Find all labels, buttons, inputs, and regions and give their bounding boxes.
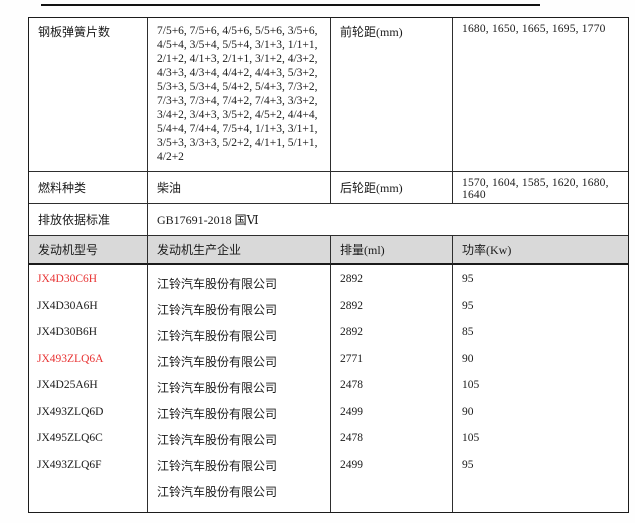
emission-standard-value: GB17691-2018 国Ⅵ bbox=[157, 213, 259, 227]
manufacturer-name: 江铃汽车股份有限公司 bbox=[157, 459, 278, 473]
engine-model: JX4D30B6H bbox=[37, 326, 98, 338]
fuel-type-label: 燃料种类 bbox=[38, 181, 87, 195]
emission-standard-label: 排放依据标准 bbox=[38, 213, 111, 227]
manufacturer-name: 江铃汽车股份有限公司 bbox=[157, 303, 278, 317]
emission-standard-value-cell: GB17691-2018 国Ⅵ bbox=[148, 204, 628, 236]
manufacturer-name: 江铃汽车股份有限公司 bbox=[157, 433, 278, 447]
front-track-value-cell: 1680, 1650, 1665, 1695, 1770 bbox=[453, 18, 628, 172]
engine-model-list: JX4D30C6H JX4D30A6H JX4D30B6H JX493ZLQ6A… bbox=[29, 265, 148, 512]
engine-displacement-header-cell: 排量(ml) bbox=[331, 236, 453, 265]
engine-power: 95 bbox=[462, 458, 474, 471]
engine-power: 95 bbox=[462, 273, 474, 285]
rear-track-label-cell: 后轮距(mm) bbox=[331, 172, 453, 204]
engine-power-header-cell: 功率(Kw) bbox=[453, 236, 628, 265]
engine-displacement: 2478 bbox=[340, 379, 363, 391]
engine-manufacturer-header-cell: 发动机生产企业 bbox=[148, 236, 331, 265]
manufacturer-name: 江铃汽车股份有限公司 bbox=[157, 277, 278, 291]
engine-model: JX493ZLQ6A bbox=[37, 352, 104, 365]
engine-model-header-cell: 发动机型号 bbox=[29, 236, 148, 265]
rear-track-value: 1570, 1604, 1585, 1620, 1680, 1640 bbox=[462, 177, 609, 201]
fuel-type-label-cell: 燃料种类 bbox=[29, 172, 148, 204]
fuel-type-value: 柴油 bbox=[157, 181, 182, 195]
manufacturer-name: 江铃汽车股份有限公司 bbox=[157, 329, 278, 343]
engine-power-list: 95 95 85 90 105 90 105 95 bbox=[453, 265, 628, 512]
rear-track-label: 后轮距(mm) bbox=[340, 181, 403, 195]
engine-model: JX493ZLQ6F bbox=[37, 458, 102, 471]
manufacturer-name: 江铃汽车股份有限公司 bbox=[157, 381, 278, 395]
engine-model-header: 发动机型号 bbox=[38, 243, 99, 257]
engine-model: JX4D30C6H bbox=[37, 273, 98, 285]
emission-standard-label-cell: 排放依据标准 bbox=[29, 204, 148, 236]
manufacturer-name: 江铃汽车股份有限公司 bbox=[157, 485, 278, 499]
engine-power: 85 bbox=[462, 326, 474, 338]
engine-displacement: 2478 bbox=[340, 432, 363, 444]
engine-power: 105 bbox=[462, 379, 480, 391]
vehicle-spec-table: 钢板弹簧片数 7/5+6, 7/5+6, 4/5+6, 5/5+6, 3/5+6… bbox=[28, 17, 629, 513]
engine-manufacturer-list: 江铃汽车股份有限公司 江铃汽车股份有限公司 江铃汽车股份有限公司 江铃汽车股份有… bbox=[148, 265, 331, 512]
engine-displacement: 2499 bbox=[340, 405, 363, 418]
engine-power: 95 bbox=[462, 299, 474, 312]
fuel-type-value-cell: 柴油 bbox=[148, 172, 331, 204]
manufacturer-name: 江铃汽车股份有限公司 bbox=[157, 407, 278, 421]
engine-model: JX4D25A6H bbox=[37, 379, 98, 391]
rear-track-value-cell: 1570, 1604, 1585, 1620, 1680, 1640 bbox=[453, 172, 628, 204]
page-header-rule bbox=[41, 4, 540, 6]
engine-displacement-header: 排量(ml) bbox=[340, 243, 385, 257]
leaf-spring-label-cell: 钢板弹簧片数 bbox=[29, 18, 148, 172]
front-track-value: 1680, 1650, 1665, 1695, 1770 bbox=[462, 23, 606, 35]
engine-power: 90 bbox=[462, 405, 474, 418]
manufacturer-name: 江铃汽车股份有限公司 bbox=[157, 355, 278, 369]
engine-model: JX495ZLQ6C bbox=[37, 432, 103, 444]
leaf-spring-count-label: 钢板弹簧片数 bbox=[38, 25, 111, 39]
engine-displacement-list: 2892 2892 2892 2771 2478 2499 2478 2499 bbox=[331, 265, 453, 512]
engine-displacement: 2771 bbox=[340, 352, 363, 365]
engine-displacement: 2892 bbox=[340, 326, 363, 338]
front-track-label: 前轮距(mm) bbox=[340, 25, 403, 39]
engine-displacement: 2892 bbox=[340, 273, 363, 285]
leaf-spring-count-value: 7/5+6, 7/5+6, 4/5+6, 5/5+6, 3/5+6, 4/5+4… bbox=[157, 25, 318, 163]
engine-manufacturer-header: 发动机生产企业 bbox=[157, 243, 242, 257]
engine-power-header: 功率(Kw) bbox=[462, 243, 512, 257]
engine-displacement: 2892 bbox=[340, 299, 363, 312]
engine-model: JX493ZLQ6D bbox=[37, 405, 104, 418]
engine-displacement: 2499 bbox=[340, 458, 363, 471]
engine-power: 90 bbox=[462, 352, 474, 365]
leaf-spring-value-cell: 7/5+6, 7/5+6, 4/5+6, 5/5+6, 3/5+6, 4/5+4… bbox=[148, 18, 331, 172]
engine-power: 105 bbox=[462, 432, 480, 444]
engine-model: JX4D30A6H bbox=[37, 299, 98, 312]
front-track-label-cell: 前轮距(mm) bbox=[331, 18, 453, 172]
